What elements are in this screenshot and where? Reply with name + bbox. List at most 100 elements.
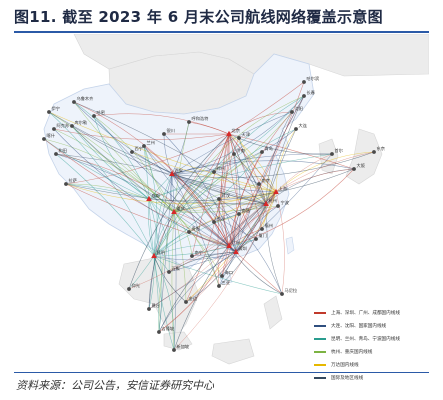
route-line bbox=[148, 198, 163, 333]
place-label: 广州 bbox=[232, 239, 240, 246]
place-label: 兰州 bbox=[147, 139, 155, 145]
route-line bbox=[153, 173, 173, 257]
legend-item: 万达国内线线 bbox=[314, 358, 434, 371]
footer-divider bbox=[14, 372, 429, 373]
route-line bbox=[153, 231, 190, 257]
place-label: 上海 bbox=[279, 185, 288, 192]
place-label: 伊宁 bbox=[52, 105, 60, 112]
legend-item: 国际及地区线线 bbox=[314, 371, 434, 384]
route-line bbox=[173, 183, 260, 213]
route-line bbox=[275, 151, 375, 193]
legend-item: 上海、深圳、广州、成都国内线线 bbox=[314, 306, 434, 319]
route-line bbox=[173, 95, 305, 213]
place-label: 仰光 bbox=[132, 282, 140, 289]
place-label: 银川 bbox=[167, 127, 175, 134]
route-line bbox=[228, 111, 293, 135]
hub-marker bbox=[233, 248, 239, 254]
route-line bbox=[158, 245, 230, 333]
route-line bbox=[235, 205, 279, 253]
route-line bbox=[228, 228, 263, 247]
taiwan-landmass bbox=[285, 236, 295, 255]
hub-marker bbox=[226, 130, 232, 136]
route-line bbox=[235, 191, 277, 253]
route-line bbox=[275, 128, 297, 193]
airport-marker bbox=[147, 307, 151, 311]
place-label: 新加坡 bbox=[177, 343, 190, 350]
airport-marker bbox=[42, 137, 46, 141]
airport-marker bbox=[187, 230, 191, 234]
route-line bbox=[153, 211, 175, 257]
place-label: 金边 bbox=[189, 295, 198, 302]
route-line bbox=[171, 173, 230, 247]
route-line bbox=[213, 221, 237, 253]
airport-marker bbox=[184, 300, 188, 304]
route-line bbox=[171, 173, 177, 351]
airport-marker bbox=[52, 127, 56, 131]
legend-swatch bbox=[314, 376, 326, 379]
source-note: 资料来源：公司公告，安信证券研究中心 bbox=[16, 379, 214, 392]
route-line bbox=[71, 125, 150, 200]
route-line bbox=[265, 128, 297, 205]
airport-marker bbox=[290, 110, 294, 114]
route-line bbox=[275, 151, 375, 193]
route-line bbox=[153, 255, 187, 303]
route-line bbox=[235, 95, 305, 253]
place-label: 大连 bbox=[299, 122, 308, 129]
airport-marker bbox=[260, 227, 264, 231]
legend-label: 杭州、重庆国内线线 bbox=[331, 349, 373, 355]
place-label: 喀什 bbox=[47, 132, 55, 139]
legend-item: 杭州、重庆国内线线 bbox=[314, 345, 434, 358]
airport-marker bbox=[172, 348, 176, 352]
place-label: 南宁 bbox=[195, 249, 203, 255]
legend-swatch bbox=[314, 324, 326, 327]
route-line bbox=[55, 153, 230, 247]
route-line bbox=[153, 95, 305, 257]
route-line bbox=[48, 111, 155, 257]
legend-label: 昆明、兰州、青岛、宁波国内线线 bbox=[331, 336, 400, 342]
route-line bbox=[168, 251, 237, 273]
airport-nodes bbox=[42, 80, 376, 352]
route-line bbox=[73, 101, 150, 200]
route-line bbox=[218, 198, 230, 247]
airport-marker bbox=[302, 80, 306, 84]
place-label: 马尼拉 bbox=[285, 287, 298, 294]
route-line bbox=[163, 133, 237, 253]
airport-marker bbox=[142, 144, 146, 148]
route-line bbox=[148, 198, 175, 351]
airport-marker bbox=[72, 100, 76, 104]
route-line bbox=[265, 203, 283, 295]
place-label: 拉萨 bbox=[69, 177, 77, 184]
route-line bbox=[153, 151, 263, 257]
route-line bbox=[171, 111, 293, 175]
legend-swatch bbox=[314, 350, 326, 353]
place-label: 首尔 bbox=[335, 147, 343, 154]
route-line bbox=[233, 153, 267, 205]
airport-marker bbox=[70, 124, 74, 128]
airport-marker bbox=[237, 212, 241, 216]
route-line bbox=[235, 191, 277, 253]
place-label: 曼谷 bbox=[152, 302, 161, 309]
place-label: 西宁 bbox=[135, 145, 143, 152]
route-line bbox=[158, 203, 267, 333]
route-line bbox=[43, 138, 230, 247]
route-line bbox=[148, 211, 175, 310]
route-line bbox=[163, 133, 173, 175]
route-line bbox=[221, 245, 230, 277]
route-line bbox=[265, 168, 355, 205]
airport-marker bbox=[212, 220, 216, 224]
place-label: 南昌 bbox=[242, 207, 250, 214]
legend-swatch bbox=[314, 363, 326, 366]
place-label: 哈尔滨 bbox=[307, 75, 320, 82]
route-line bbox=[191, 133, 230, 257]
route-line bbox=[171, 170, 260, 185]
route-line bbox=[148, 198, 170, 273]
place-label: 杭州 bbox=[269, 197, 277, 204]
route-line bbox=[148, 255, 155, 310]
route-line bbox=[228, 133, 355, 170]
route-line bbox=[228, 151, 263, 247]
route-line bbox=[173, 191, 277, 351]
route-line bbox=[153, 238, 257, 257]
route-line bbox=[223, 137, 240, 247]
airport-marker bbox=[190, 254, 194, 258]
place-label: 沈阳 bbox=[295, 105, 303, 112]
